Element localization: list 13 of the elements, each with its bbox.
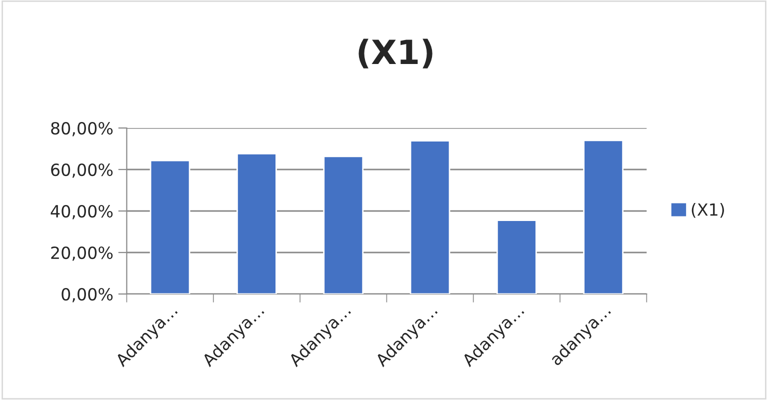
bar [583,140,624,294]
y-tick-label: 0,00% [62,288,113,302]
chart-title: (X1) [358,38,432,68]
legend-label: (X1) [692,202,724,218]
bar [236,153,277,294]
y-tick-label: 80,00% [51,122,113,136]
bar [410,140,450,294]
y-tick-label: 20,00% [51,246,113,261]
y-tick-label: 40,00% [50,204,113,220]
bar [323,156,364,294]
y-tick-label: 60,00% [51,163,113,178]
bar [150,160,190,294]
bar [496,220,537,294]
